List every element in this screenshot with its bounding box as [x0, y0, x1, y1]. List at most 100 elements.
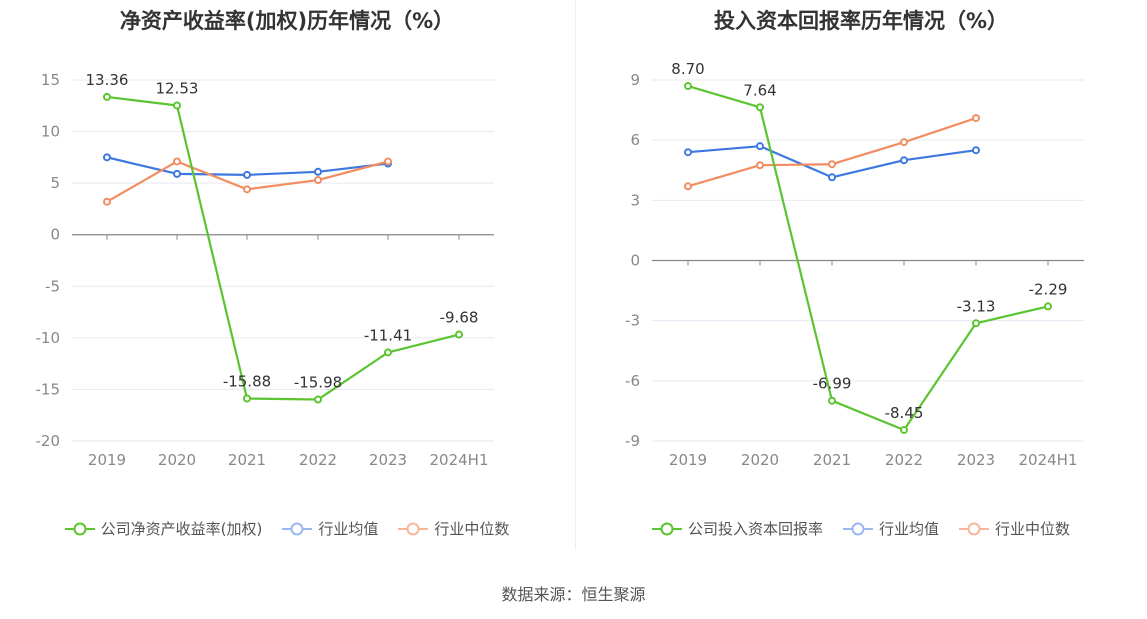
y-tick-label: -6	[625, 372, 640, 390]
data-point-median	[756, 161, 764, 170]
data-label: -3.13	[957, 297, 996, 315]
legend-line-circle-icon	[651, 522, 682, 535]
data-point-company	[243, 394, 251, 403]
series-line-company	[106, 95, 460, 401]
y-tick-label: -15	[36, 380, 61, 398]
legend-item-industry-median[interactable]: 行业中位数	[959, 518, 1070, 539]
panel-divider	[575, 0, 576, 550]
data-point-company	[900, 425, 908, 434]
data-point-company	[972, 319, 980, 328]
legend-label: 公司净资产收益率(加权)	[100, 520, 263, 538]
roic-chart-panel: 投入资本回报率历年情况（%） 9 6 3 0 -3 -6 -9 2019 2020 2021 202…	[574, 0, 1147, 560]
x-tick-label: 2019	[669, 451, 707, 469]
x-tick-label: 2023	[369, 451, 407, 469]
data-point-company	[684, 82, 692, 91]
legend-label: 公司投入资本回报率	[687, 520, 823, 538]
legend-label: 行业均值	[878, 520, 939, 538]
y-tick-label: -20	[36, 432, 61, 450]
data-point-median	[972, 114, 980, 123]
data-point-median	[900, 138, 908, 147]
data-point-company	[455, 330, 463, 339]
y-tick-label: 0	[50, 226, 60, 244]
y-tick-label: 5	[50, 174, 60, 192]
data-point-median	[828, 160, 836, 169]
roic-chart-title: 投入资本回报率历年情况（%）	[713, 9, 1009, 33]
data-point-avg	[828, 173, 836, 182]
x-tick-label: 2022	[299, 451, 337, 469]
roe-chart-svg: 15 10 5 0 -5 -10 -15 -20 2019 2020 2021 2022 2023 202…	[36, 71, 494, 469]
roic-chart-svg: 9 6 3 0 -3 -6 -9 2019 2020 2021 2022 2023 2024H1 8.70…	[625, 60, 1084, 469]
legend-line-circle-icon	[959, 522, 989, 535]
y-tick-label: 3	[630, 191, 640, 209]
data-point-company	[314, 395, 322, 404]
data-label: -11.41	[364, 326, 412, 344]
data-point-avg	[103, 153, 111, 162]
data-point-company	[756, 103, 764, 112]
data-point-avg	[314, 167, 322, 176]
data-point-company	[384, 348, 392, 357]
x-tick-label: 2019	[88, 451, 126, 469]
data-label: 8.70	[671, 60, 704, 78]
legend-line-circle-icon	[282, 522, 313, 535]
y-tick-label: -3	[625, 312, 640, 330]
data-label: -9.68	[440, 309, 479, 327]
data-label: 13.36	[86, 71, 129, 89]
legend-line-circle-icon	[64, 522, 95, 535]
data-label: 12.53	[156, 79, 199, 97]
data-label: 7.64	[743, 81, 776, 99]
legend-item-industry-median[interactable]: 行业中位数	[398, 518, 509, 539]
data-point-median	[173, 157, 181, 166]
legend-label: 行业均值	[318, 520, 379, 538]
data-point-median	[103, 197, 111, 206]
roe-chart-panel: 净资产收益率(加权)历年情况（%） 15 10 5 0 -5 -10 -15 -20 2019 2…	[0, 0, 574, 560]
data-point-avg	[756, 142, 764, 151]
y-tick-label: 6	[630, 131, 640, 149]
legend-item-industry-avg[interactable]: 行业均值	[282, 518, 378, 539]
legend-line-circle-icon	[842, 522, 873, 535]
legend-item-company-roe[interactable]: 公司净资产收益率(加权)	[64, 518, 263, 539]
data-point-company	[828, 396, 836, 405]
data-label: -2.29	[1029, 280, 1068, 298]
legend-item-industry-avg[interactable]: 行业均值	[842, 518, 939, 539]
legend-line-circle-icon	[398, 522, 429, 535]
data-point-company	[1044, 302, 1052, 311]
data-point-company	[173, 101, 181, 110]
data-point-avg	[173, 169, 181, 178]
x-tick-label: 2024H1	[1019, 451, 1078, 469]
x-tick-label: 2021	[813, 451, 851, 469]
data-point-median	[684, 182, 692, 191]
data-point-avg	[972, 146, 980, 155]
x-tick-label: 2023	[957, 451, 995, 469]
data-point-median	[243, 185, 251, 194]
legend-item-company-roic[interactable]: 公司投入资本回报率	[651, 518, 823, 539]
data-label: -8.45	[885, 404, 924, 422]
y-tick-label: -9	[625, 432, 640, 450]
data-label: -15.88	[223, 373, 271, 391]
y-tick-label: 10	[41, 123, 60, 141]
y-tick-label: 0	[630, 252, 640, 270]
y-tick-label: -10	[36, 329, 61, 347]
data-source-note: 数据来源：恒生聚源	[501, 585, 646, 604]
roic-chart-legend: 公司投入资本回报率 行业均值 行业中位数	[574, 518, 1147, 539]
y-tick-label: 15	[41, 71, 60, 89]
data-label: -15.98	[294, 374, 342, 392]
series-line-company	[687, 84, 1049, 432]
data-point-median	[314, 176, 322, 185]
x-tick-label: 2024H1	[430, 451, 489, 469]
x-tick-label: 2020	[741, 451, 779, 469]
y-tick-label: 9	[630, 71, 640, 89]
data-label: -6.99	[813, 375, 852, 393]
x-tick-label: 2021	[228, 451, 266, 469]
data-point-avg	[684, 148, 692, 157]
data-point-company	[103, 92, 111, 101]
y-tick-label: -5	[45, 277, 60, 295]
roe-chart-title: 净资产收益率(加权)历年情况（%）	[119, 9, 455, 33]
x-tick-label: 2022	[885, 451, 923, 469]
x-tick-label: 2020	[158, 451, 196, 469]
data-point-median	[384, 157, 392, 166]
legend-label: 行业中位数	[995, 520, 1071, 538]
roe-chart-legend: 公司净资产收益率(加权) 行业均值 行业中位数	[0, 518, 574, 539]
legend-label: 行业中位数	[434, 520, 510, 538]
data-point-avg	[900, 156, 908, 165]
data-point-avg	[243, 170, 251, 179]
